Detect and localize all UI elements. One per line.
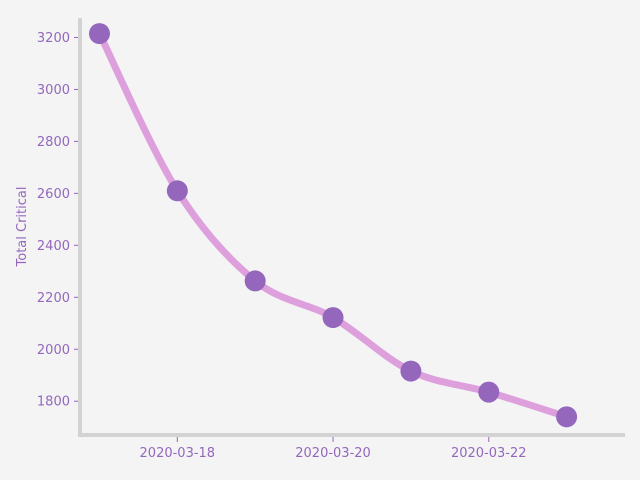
y-tick-label: 1800	[37, 395, 70, 410]
axes	[78, 18, 625, 437]
y-tick-label: 2000	[37, 343, 70, 358]
y-tick-label: 2600	[37, 187, 70, 202]
x-tick-label: 2020-03-22	[451, 446, 527, 461]
y-tick-label: 3000	[37, 83, 70, 98]
series-line	[95, 30, 571, 421]
data-point	[166, 180, 188, 202]
x-tick-label: 2020-03-20	[295, 446, 371, 461]
y-tick-label: 2200	[37, 291, 70, 306]
x-tick-label: 2020-03-18	[140, 446, 216, 461]
data-point	[556, 406, 578, 428]
tick-labels: 1800 2000 2200 2400 2600 2800 3000 3200 2020-03-…	[37, 31, 527, 461]
series	[88, 23, 578, 428]
y-tick-label: 2800	[37, 135, 70, 150]
y-axis-title: Total Critical	[15, 187, 30, 268]
data-point	[478, 381, 500, 403]
data-point	[88, 23, 110, 45]
data-point	[322, 307, 344, 329]
y-tick-label: 3200	[37, 31, 70, 46]
y-tick-label: 2400	[37, 239, 70, 254]
data-point	[400, 360, 422, 382]
data-point	[244, 270, 266, 292]
